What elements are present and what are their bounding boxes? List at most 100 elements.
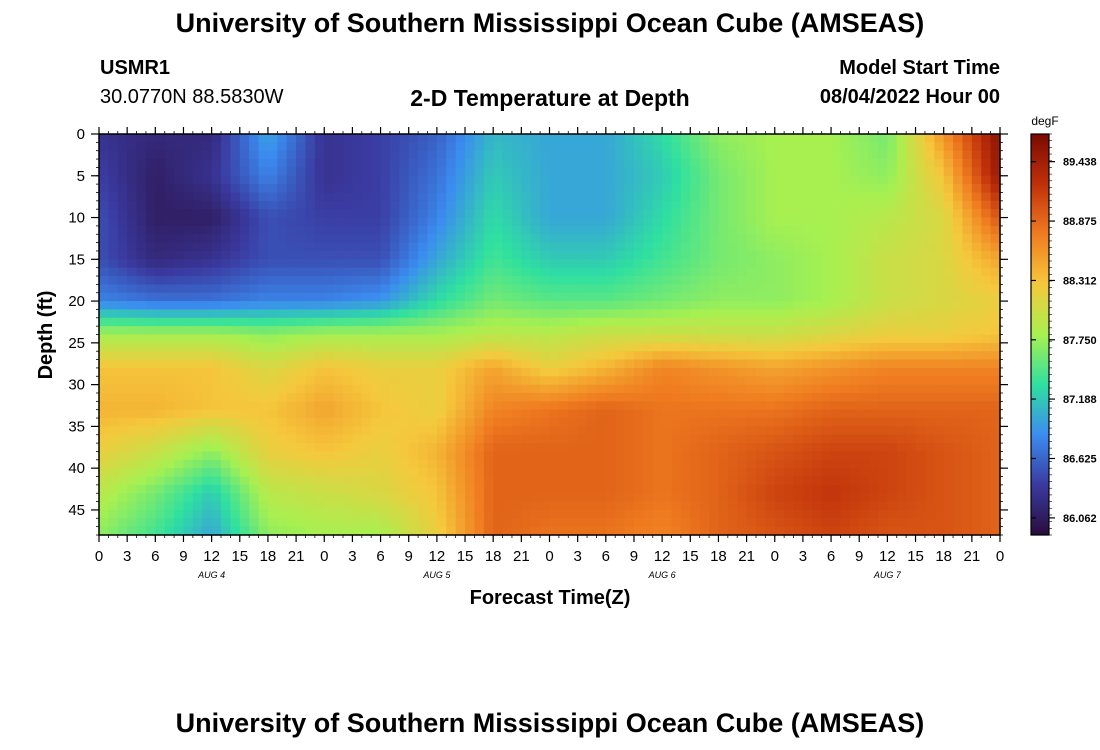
- heatmap-cell: [849, 150, 860, 160]
- heatmap-cell: [671, 342, 682, 352]
- heatmap-cell: [249, 367, 260, 377]
- heatmap-cell: [896, 159, 907, 169]
- heatmap-cell: [943, 526, 954, 536]
- heatmap-cell: [455, 434, 466, 444]
- heatmap-cell: [924, 401, 935, 411]
- heatmap-cell: [981, 418, 992, 427]
- heatmap-cell: [906, 409, 917, 419]
- heatmap-cell: [971, 142, 982, 152]
- heatmap-cell: [164, 434, 175, 444]
- heatmap-cell: [812, 451, 823, 461]
- heatmap-cell: [699, 200, 710, 210]
- heatmap-cell: [549, 342, 560, 352]
- heatmap-cell: [474, 434, 485, 444]
- heatmap-cell: [924, 267, 935, 277]
- heatmap-cell: [671, 326, 682, 336]
- heatmap-cell: [192, 276, 203, 285]
- heatmap-cell: [821, 418, 832, 427]
- heatmap-cell: [371, 209, 382, 219]
- heatmap-cell: [493, 159, 504, 169]
- heatmap-cell: [540, 443, 551, 453]
- heatmap-cell: [502, 217, 513, 227]
- heatmap-cell: [174, 334, 185, 344]
- heatmap-cell: [436, 301, 447, 311]
- heatmap-cell: [540, 292, 551, 302]
- heatmap-cell: [821, 134, 832, 143]
- heatmap-cell: [699, 334, 710, 344]
- heatmap-cell: [990, 468, 1001, 478]
- heatmap-cell: [765, 217, 776, 227]
- heatmap-cell: [455, 242, 466, 252]
- heatmap-cell: [267, 317, 278, 327]
- heatmap-cell: [812, 526, 823, 536]
- heatmap-cell: [249, 401, 260, 411]
- heatmap-cell: [840, 509, 851, 519]
- heatmap-cell: [511, 234, 522, 244]
- heatmap-cell: [849, 493, 860, 503]
- heatmap-cell: [99, 225, 109, 235]
- heatmap-cell: [230, 493, 241, 503]
- heatmap-cell: [183, 359, 194, 369]
- heatmap-cell: [465, 476, 476, 486]
- heatmap-cell: [737, 184, 748, 194]
- heatmap-cell: [727, 518, 738, 528]
- heatmap-cell: [615, 351, 626, 361]
- heatmap-cell: [652, 200, 663, 210]
- heatmap-cell: [840, 484, 851, 494]
- y-tick-label: 35: [68, 418, 85, 435]
- heatmap-cell: [286, 234, 297, 244]
- heatmap-cell: [746, 217, 757, 227]
- heatmap-cell: [859, 359, 870, 369]
- heatmap-cell: [774, 384, 785, 394]
- x-axis: 0 3 6 9 12 15 18 21 0 3 6 9 12 15 18 21 0 3 6 9 12 15 18 21 0 3 6 9…: [95, 127, 1004, 580]
- heatmap-cell: [587, 468, 598, 478]
- heatmap-cell: [249, 334, 260, 344]
- heatmap-cell: [333, 184, 344, 194]
- heatmap-cell: [418, 301, 429, 311]
- heatmap-cell: [624, 443, 635, 453]
- heatmap-cell: [446, 434, 457, 444]
- heatmap-cell: [455, 384, 466, 394]
- heatmap-cell: [680, 468, 691, 478]
- heatmap-cell: [474, 384, 485, 394]
- heatmap-cell: [802, 443, 813, 453]
- heatmap-cell: [624, 518, 635, 528]
- heatmap-cell: [380, 259, 391, 269]
- heatmap-cell: [221, 451, 231, 461]
- heatmap-cell: [859, 509, 870, 519]
- heatmap-cell: [249, 468, 260, 478]
- heatmap-cell: [399, 250, 410, 260]
- heatmap-cell: [493, 225, 504, 235]
- heatmap-cell: [127, 409, 138, 419]
- heatmap-cell: [746, 225, 757, 235]
- heatmap-cell: [108, 401, 119, 411]
- heatmap-cell: [455, 142, 466, 152]
- heatmap-cell: [389, 167, 400, 177]
- heatmap-cell: [493, 501, 504, 511]
- heatmap-cell: [690, 376, 701, 386]
- heatmap-cell: [436, 367, 447, 377]
- heatmap-cell: [643, 384, 654, 394]
- heatmap-cell: [258, 309, 269, 319]
- heatmap-cell: [577, 426, 588, 436]
- heatmap-cell: [671, 376, 682, 386]
- heatmap-cell: [314, 509, 325, 519]
- heatmap-cell: [117, 367, 128, 377]
- heatmap-cell: [671, 209, 682, 219]
- heatmap-cell: [474, 476, 485, 486]
- heatmap-cell: [671, 384, 682, 394]
- heatmap-cell: [145, 409, 156, 419]
- heatmap-cell: [465, 292, 476, 302]
- heatmap-cell: [633, 326, 644, 336]
- heatmap-cell: [680, 200, 691, 210]
- heatmap-cell: [671, 501, 682, 511]
- heatmap-cell: [521, 509, 532, 519]
- heatmap-cell: [605, 184, 616, 194]
- heatmap-cell: [183, 493, 194, 503]
- heatmap-cell: [737, 292, 748, 302]
- heatmap-cell: [746, 142, 757, 152]
- heatmap-cell: [258, 493, 269, 503]
- heatmap-cell: [99, 418, 109, 427]
- heatmap-cell: [99, 259, 109, 269]
- heatmap-cell: [333, 518, 344, 528]
